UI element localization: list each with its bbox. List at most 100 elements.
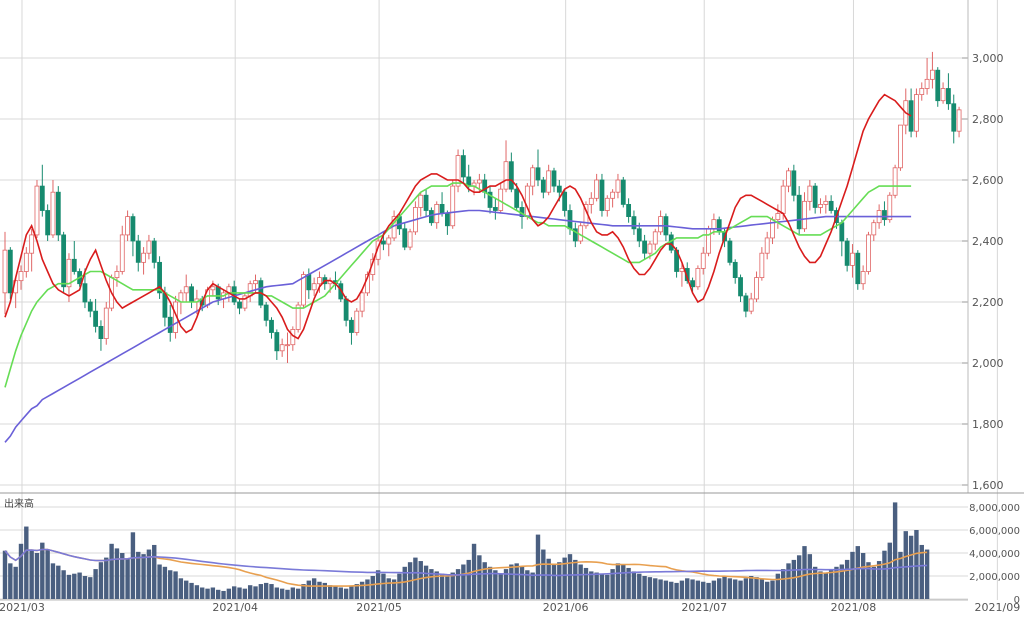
candle-body xyxy=(604,197,610,211)
candle-body xyxy=(711,219,717,230)
volume-bar xyxy=(695,580,701,599)
candle-body xyxy=(295,304,301,330)
volume-ma-short-line xyxy=(4,548,928,587)
volume-bar xyxy=(812,566,818,599)
candle-body xyxy=(807,185,813,202)
candle-body xyxy=(700,252,706,269)
volume-bar xyxy=(908,535,914,599)
volume-bar xyxy=(647,577,653,599)
volume-bar xyxy=(370,576,375,599)
candle-body xyxy=(402,228,408,248)
candle-body xyxy=(130,216,136,242)
volume-bar xyxy=(397,573,402,599)
volume-bar xyxy=(141,554,146,599)
volume-bar xyxy=(610,569,615,599)
volume-bar xyxy=(519,566,525,599)
volume-bar xyxy=(429,569,434,599)
volume-bar xyxy=(381,573,386,599)
candle-body xyxy=(786,170,791,187)
candle-body xyxy=(716,219,722,233)
volume-bar xyxy=(701,581,706,599)
date-label: 2021/09 xyxy=(975,601,1021,614)
volume-bar xyxy=(754,577,759,599)
volume-bar xyxy=(50,563,56,599)
candle-body xyxy=(690,280,695,288)
date-gridlines xyxy=(21,0,998,600)
volume-bar xyxy=(759,579,765,599)
volume-bar xyxy=(2,550,8,599)
volume-bar xyxy=(168,570,173,599)
candle-body xyxy=(375,240,381,260)
volume-bar xyxy=(882,550,887,599)
candle-body xyxy=(492,207,498,211)
volume-bar xyxy=(162,566,168,599)
volume-bar xyxy=(599,573,605,599)
volume-bar xyxy=(45,549,50,599)
candle-body xyxy=(684,268,690,282)
candle-body xyxy=(599,179,605,211)
candle-body xyxy=(551,170,557,187)
volume-bar xyxy=(402,566,407,599)
candle-body xyxy=(317,277,322,285)
volume-tick-label: 2,000,000 xyxy=(969,572,1020,583)
candle-body xyxy=(157,261,162,294)
candle-body xyxy=(860,271,866,285)
volume-bar xyxy=(775,573,781,599)
volume-bar xyxy=(663,580,669,599)
volume-bar xyxy=(434,571,439,599)
volume-bar xyxy=(125,558,130,599)
candle-body xyxy=(588,197,594,205)
candle-body xyxy=(780,185,786,214)
volume-bar xyxy=(269,584,274,599)
candle-body xyxy=(61,234,67,288)
candle-body xyxy=(828,200,834,211)
candle-body xyxy=(898,124,903,169)
volume-bar xyxy=(189,582,194,599)
candle-body xyxy=(359,292,365,312)
candle-body xyxy=(444,213,450,227)
volume-bar xyxy=(349,586,354,599)
date-label: 2021/08 xyxy=(831,601,877,614)
volume-bar xyxy=(530,572,535,599)
volume-bar xyxy=(669,581,674,599)
volume-label: 出来高 xyxy=(4,497,34,510)
volume-bar xyxy=(439,573,445,599)
candle-body xyxy=(119,234,125,272)
candle-body xyxy=(189,286,194,303)
candle-body xyxy=(610,191,616,199)
volume-bar xyxy=(573,559,578,599)
candle-body xyxy=(844,240,850,266)
volume-bar xyxy=(605,574,610,599)
volume-bar xyxy=(18,543,24,599)
candle-body xyxy=(620,179,626,205)
candle-body xyxy=(567,210,573,230)
candle-body xyxy=(652,231,658,245)
volume-bar xyxy=(685,578,690,599)
candle-body xyxy=(946,88,951,105)
volume-bar xyxy=(898,551,903,599)
volume-bar xyxy=(738,580,743,599)
volume-bar xyxy=(391,579,397,599)
volume-bar xyxy=(66,574,72,599)
volume-bar xyxy=(237,587,242,599)
candle-body xyxy=(71,258,77,272)
volume-bar xyxy=(24,526,29,599)
volume-bar xyxy=(173,571,178,599)
volume-bar xyxy=(295,588,301,599)
moving-average-lines xyxy=(4,93,912,443)
volume-tick-label: 6,000,000 xyxy=(969,526,1020,537)
candle-body xyxy=(237,301,242,309)
candle-body xyxy=(796,194,802,230)
volume-bar xyxy=(210,587,216,599)
candle-body xyxy=(679,268,685,272)
volume-bar xyxy=(887,542,892,599)
volume-bar xyxy=(727,578,733,599)
volume-bar xyxy=(615,563,621,599)
volume-bar xyxy=(221,590,226,599)
ma-long-line xyxy=(4,209,912,443)
volume-bar xyxy=(567,554,573,599)
volume-bar xyxy=(839,564,845,599)
volume-bar xyxy=(98,562,104,599)
volume-bar xyxy=(914,530,919,599)
volume-bar xyxy=(477,555,482,599)
